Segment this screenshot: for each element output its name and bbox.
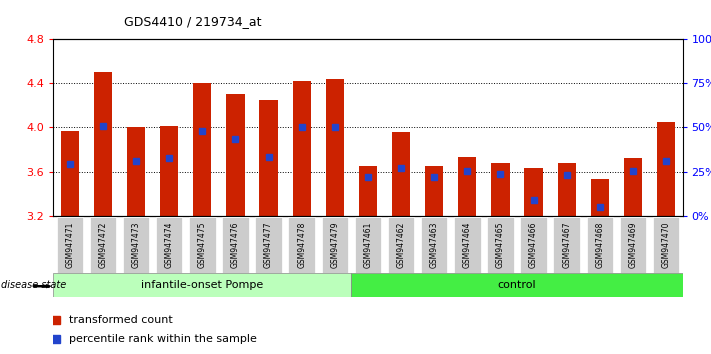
Bar [657,122,675,216]
FancyBboxPatch shape [189,217,215,273]
Text: GSM947464: GSM947464 [463,222,472,268]
Text: GSM947467: GSM947467 [562,222,571,268]
Bar [293,81,311,216]
FancyBboxPatch shape [653,217,679,273]
FancyBboxPatch shape [90,217,116,273]
FancyBboxPatch shape [57,217,83,273]
FancyBboxPatch shape [53,273,351,297]
FancyBboxPatch shape [520,217,547,273]
FancyBboxPatch shape [454,217,481,273]
Bar [525,169,542,216]
Text: GSM947462: GSM947462 [397,222,405,268]
FancyBboxPatch shape [355,217,381,273]
FancyBboxPatch shape [619,217,646,273]
Text: GSM947463: GSM947463 [429,222,439,268]
FancyBboxPatch shape [123,217,149,273]
Text: GSM947465: GSM947465 [496,222,505,268]
Bar [127,127,145,216]
Bar [557,163,576,216]
Bar [193,83,211,216]
Text: GSM947476: GSM947476 [231,222,240,268]
FancyBboxPatch shape [255,217,282,273]
Text: GSM947479: GSM947479 [331,222,339,268]
Bar [226,94,245,216]
Bar [591,179,609,216]
Text: GSM947472: GSM947472 [99,222,107,268]
FancyBboxPatch shape [487,217,513,273]
Bar [392,132,410,216]
Text: GSM947471: GSM947471 [65,222,75,268]
Bar [359,166,377,216]
Bar [260,100,278,216]
Bar [326,79,344,216]
Text: transformed count: transformed count [69,315,173,325]
Text: GSM947478: GSM947478 [297,222,306,268]
Text: percentile rank within the sample: percentile rank within the sample [69,333,257,344]
Bar [458,157,476,216]
Bar [160,126,178,216]
Text: GSM947474: GSM947474 [165,222,173,268]
Text: infantile-onset Pompe: infantile-onset Pompe [141,280,264,290]
Text: GSM947468: GSM947468 [595,222,604,268]
Text: GSM947477: GSM947477 [264,222,273,268]
FancyBboxPatch shape [351,273,683,297]
FancyBboxPatch shape [223,217,249,273]
FancyBboxPatch shape [421,217,447,273]
Text: disease state: disease state [1,280,67,290]
Bar [60,131,79,216]
Text: control: control [498,280,536,290]
Text: GSM947461: GSM947461 [363,222,373,268]
Bar [491,163,510,216]
FancyBboxPatch shape [321,217,348,273]
FancyBboxPatch shape [289,217,315,273]
Text: GSM947466: GSM947466 [529,222,538,268]
Bar [425,166,443,216]
Text: GSM947469: GSM947469 [629,222,637,268]
FancyBboxPatch shape [587,217,613,273]
Bar [94,72,112,216]
FancyBboxPatch shape [387,217,415,273]
Text: GDS4410 / 219734_at: GDS4410 / 219734_at [124,15,262,28]
Text: GSM947475: GSM947475 [198,222,207,268]
Bar [624,159,642,216]
FancyBboxPatch shape [553,217,580,273]
Text: GSM947470: GSM947470 [661,222,670,268]
Text: GSM947473: GSM947473 [132,222,141,268]
FancyBboxPatch shape [156,217,183,273]
